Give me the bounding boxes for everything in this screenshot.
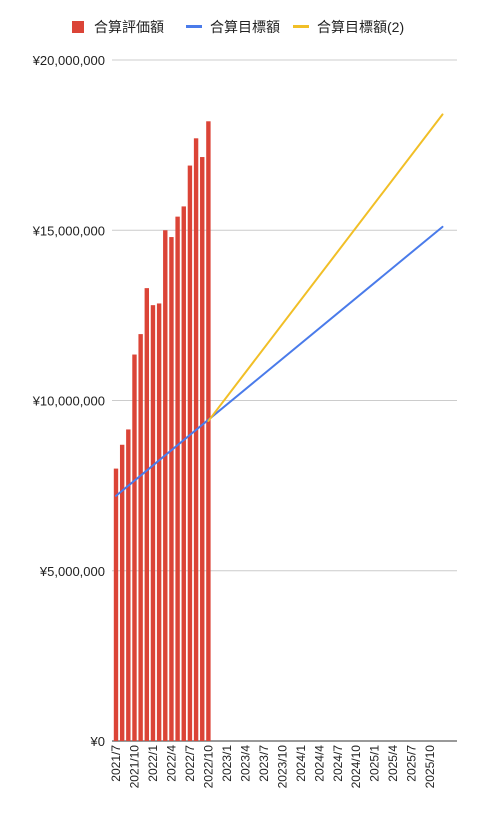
bar (132, 354, 137, 741)
x-tick-label: 2023/1 (220, 745, 234, 782)
bar (206, 121, 211, 742)
y-tick-label: ¥20,000,000 (32, 53, 105, 68)
bar (126, 429, 131, 741)
bar (144, 288, 149, 741)
bar (138, 334, 143, 741)
x-tick-label: 2024/4 (312, 745, 326, 782)
x-tick-label: 2023/10 (275, 745, 289, 789)
y-axis: ¥0 ¥5,000,000 ¥10,000,000 ¥15,000,000 ¥20,00… (32, 53, 105, 749)
legend-item-2-label: 合算目標額 (210, 19, 280, 35)
legend-item-3-label: 合算目標額(2) (317, 19, 404, 35)
x-tick-label: 2024/7 (331, 745, 345, 782)
bar (200, 157, 205, 742)
y-tick-label: ¥0 (90, 734, 105, 749)
x-axis: 2021/7 2021/10 2022/1 2022/4 2022/7 2022/10 20… (109, 745, 437, 789)
x-tick-label: 2022/7 (183, 745, 197, 782)
x-tick-label: 2023/4 (238, 745, 252, 782)
x-tick-label: 2024/1 (294, 745, 308, 782)
x-tick-label: 2025/7 (405, 745, 419, 782)
x-tick-label: 2025/4 (386, 745, 400, 782)
y-tick-label: ¥15,000,000 (32, 223, 105, 238)
legend-item-1-swatch (72, 21, 84, 33)
x-tick-label: 2022/10 (201, 745, 215, 789)
bar (113, 468, 119, 741)
bar (181, 206, 186, 742)
x-tick-label: 2023/7 (257, 745, 271, 782)
bar (163, 230, 168, 741)
legend-item-3-swatch (293, 25, 309, 28)
legend-item-1-label: 合算評価額 (94, 19, 164, 35)
bar (175, 216, 180, 741)
legend-item-2-swatch (186, 25, 202, 28)
legend: 合算評価額 合算目標額 合算目標額(2) (72, 19, 404, 35)
x-tick-label: 2022/4 (164, 745, 178, 782)
bar (193, 138, 199, 741)
bar (169, 237, 174, 741)
x-tick-label: 2021/7 (109, 745, 123, 782)
series-line-1 (115, 225, 444, 497)
x-tick-label: 2021/10 (127, 745, 141, 789)
line-series (115, 113, 444, 497)
x-tick-label: 2022/1 (146, 745, 160, 782)
bar-series (113, 121, 211, 742)
bar (156, 303, 162, 741)
bar (187, 165, 193, 741)
y-tick-label: ¥10,000,000 (32, 394, 105, 409)
x-tick-label: 2024/10 (349, 745, 363, 789)
y-tick-label: ¥5,000,000 (39, 564, 105, 579)
x-tick-label: 2025/1 (368, 745, 382, 782)
bar (119, 444, 125, 741)
series-line-2 (207, 113, 444, 422)
bar (150, 305, 156, 741)
x-tick-label: 2025/10 (423, 745, 437, 789)
